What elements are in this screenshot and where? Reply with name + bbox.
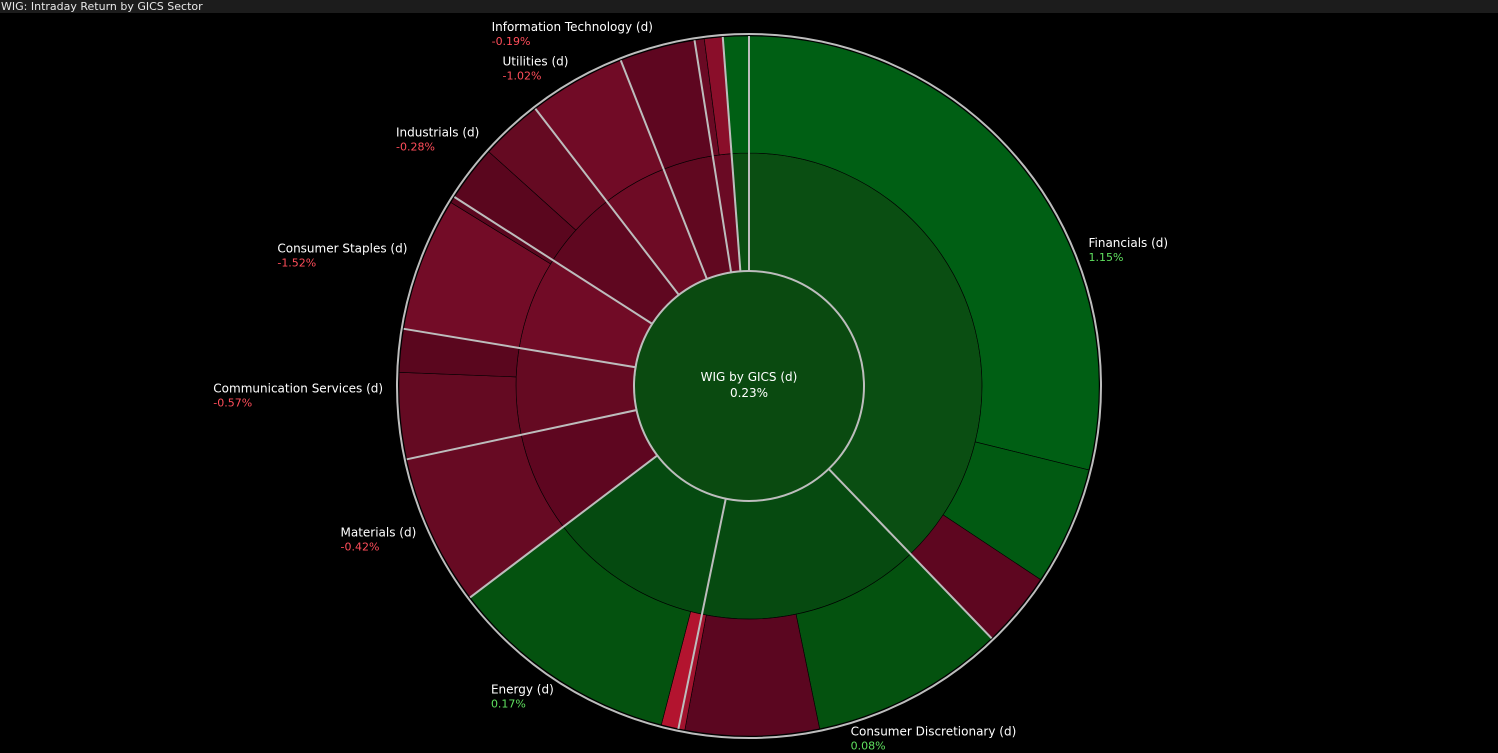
sector-label-consumer-staples: Consumer Staples (d)-1.52% <box>277 242 407 270</box>
sector-name-energy: Energy (d) <box>491 683 554 697</box>
sector-name-communication-services: Communication Services (d) <box>213 382 383 396</box>
sector-label-consumer-discretionary: Consumer Discretionary (d)0.08% <box>851 725 1017 753</box>
center-value: 0.23% <box>730 386 768 400</box>
sector-separator <box>693 40 733 273</box>
sector-label-industrials: Industrials (d)-0.28% <box>396 126 479 154</box>
sector-label-communication-services: Communication Services (d)-0.57% <box>213 382 383 410</box>
sector-value-energy: 0.17% <box>491 698 526 711</box>
sector-name-consumer-discretionary: Consumer Discretionary (d) <box>851 725 1017 739</box>
sector-separator <box>534 108 680 296</box>
sector-value-materials: -0.42% <box>340 541 379 554</box>
sector-name-materials: Materials (d) <box>340 526 416 540</box>
sector-name-utilities: Utilities (d) <box>503 55 569 69</box>
sector-name-industrials: Industrials (d) <box>396 126 479 140</box>
sector-separator <box>469 454 658 599</box>
constituent-arc-consumer-discretionary-2[interactable] <box>684 613 820 737</box>
sector-value-information-technology: -0.19% <box>492 35 531 48</box>
sector-separator <box>403 327 636 369</box>
center-circle[interactable] <box>633 270 865 502</box>
sector-separator <box>827 468 993 639</box>
sector-label-materials: Materials (d)-0.42% <box>340 526 416 554</box>
sector-separator <box>619 59 708 280</box>
sector-separator <box>721 36 742 272</box>
sector-name-financials: Financials (d) <box>1088 236 1168 250</box>
window-title: WIG: Intraday Return by GICS Sector <box>0 0 1498 13</box>
sector-name-consumer-staples: Consumer Staples (d) <box>277 242 407 256</box>
chart-rings <box>396 33 1102 739</box>
sector-label-utilities: Utilities (d)-1.02% <box>503 55 569 83</box>
sector-value-consumer-discretionary: 0.08% <box>851 740 886 753</box>
sector-separator <box>453 196 653 325</box>
constituent-arc-financials-1[interactable] <box>748 35 1100 471</box>
sector-value-communication-services: -0.57% <box>213 397 252 410</box>
sector-value-consumer-staples: -1.52% <box>277 257 316 270</box>
chart-center[interactable]: WIG by GICS (d) 0.23% <box>633 270 865 502</box>
outer-ring-outline <box>396 33 1102 739</box>
sector-value-industrials: -0.28% <box>396 141 435 154</box>
sector-label-energy: Energy (d)0.17% <box>491 683 554 711</box>
sector-separator <box>677 498 727 730</box>
center-label: WIG by GICS (d) <box>701 370 798 384</box>
sector-label-financials: Financials (d)1.15% <box>1088 236 1168 264</box>
chart-labels: Financials (d)1.15% Consumer Discretionar… <box>213 20 1168 753</box>
sector-value-financials: 1.15% <box>1088 251 1123 264</box>
sector-value-utilities: -1.02% <box>503 70 542 83</box>
sector-label-information-technology: Information Technology (d)-0.19% <box>492 20 653 48</box>
sector-name-information-technology: Information Technology (d) <box>492 20 653 34</box>
sector-separator <box>406 409 637 461</box>
